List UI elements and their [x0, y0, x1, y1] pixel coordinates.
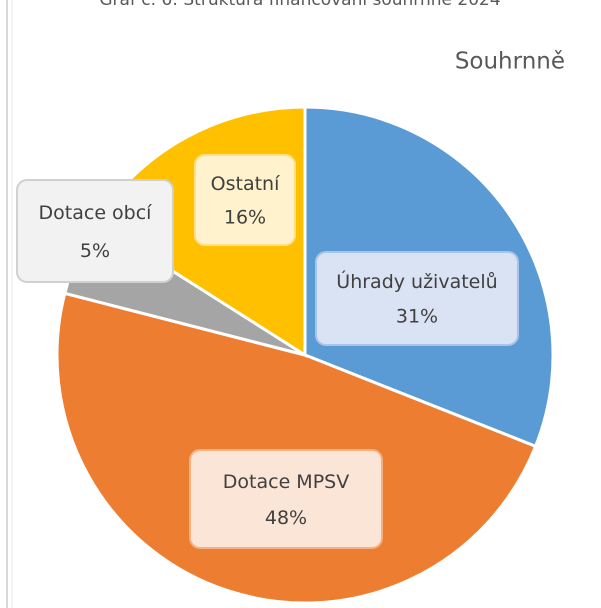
label-box	[16, 179, 174, 283]
label-box	[189, 449, 383, 549]
slice-value: 48%	[265, 507, 307, 529]
slice-label: Úhrady uživatelů	[336, 269, 497, 293]
label-box	[315, 251, 519, 346]
chart-title: Graf č. 6: Struktura financování souhrnn…	[99, 0, 500, 10]
slice-label: Dotace obcí	[39, 202, 153, 224]
slice-value: 16%	[224, 207, 266, 229]
slice-label: Ostatní	[211, 173, 280, 195]
pie-slice	[55, 291, 538, 605]
slice-label: Dotace MPSV	[223, 471, 349, 493]
chart-subtitle: Souhrnně	[455, 49, 565, 75]
slice-value: 5%	[80, 240, 110, 262]
slice-value: 31%	[396, 306, 438, 328]
label-box	[194, 154, 296, 246]
